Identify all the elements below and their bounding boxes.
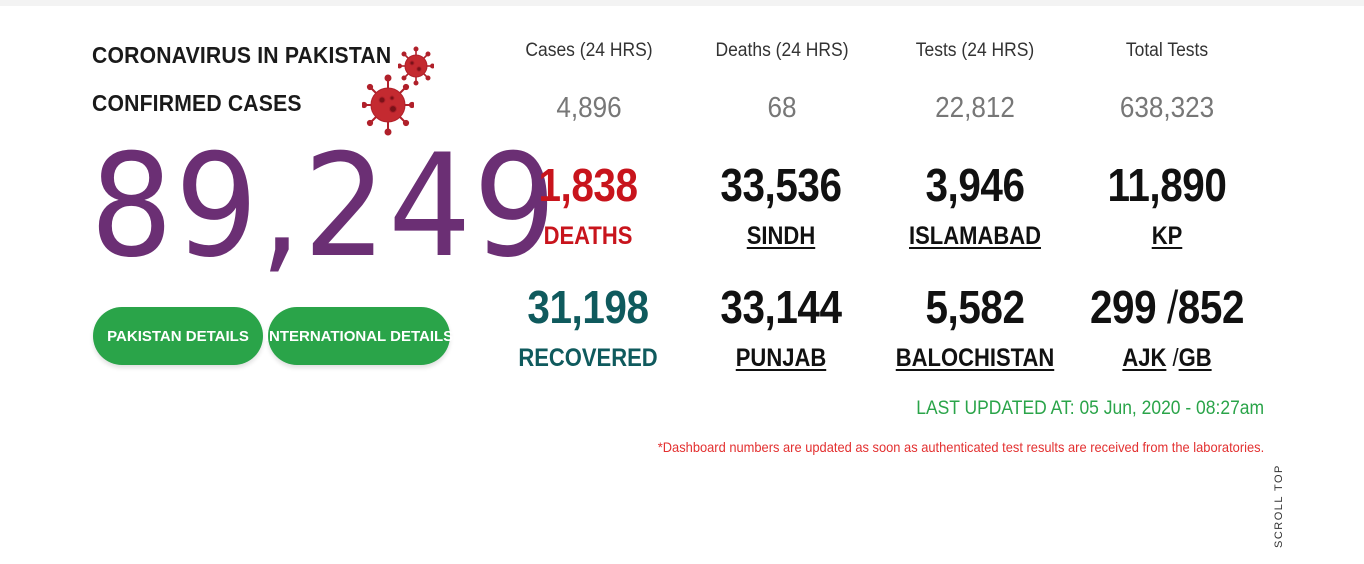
balochistan-value: 5,582 — [925, 281, 1025, 333]
recovered-value: 31,198 — [527, 281, 649, 333]
islamabad-value: 3,946 — [925, 159, 1025, 211]
international-details-button[interactable]: INTERNATIONAL DETAILS — [265, 307, 453, 365]
gb-value: 852 — [1177, 281, 1245, 333]
top-border — [0, 0, 1364, 6]
kp-value: 11,890 — [1107, 159, 1227, 211]
total-cases: 89,249 — [90, 124, 559, 289]
punjab-link[interactable]: PUNJAB — [735, 344, 827, 372]
total-tests-label: Total Tests — [1125, 40, 1209, 61]
daily-deaths-value: 68 — [767, 92, 797, 124]
ajk-gb-label-separator: / — [1172, 344, 1179, 372]
kp-link[interactable]: KP — [1151, 222, 1183, 250]
punjab-value: 33,144 — [720, 281, 842, 333]
daily-deaths-label: Deaths (24 HRS) — [715, 40, 849, 61]
islamabad-link[interactable]: ISLAMABAD — [909, 222, 1041, 250]
ajk-value: 299 — [1089, 281, 1157, 333]
virus-icon — [362, 74, 414, 136]
last-updated: LAST UPDATED AT: 05 Jun, 2020 - 08:27am — [916, 398, 1264, 419]
deaths-label: DEATHS — [543, 222, 633, 250]
daily-cases-label: Cases (24 HRS) — [525, 40, 653, 61]
page-title: CORONAVIRUS IN PAKISTAN — [92, 42, 392, 68]
deaths-value: 1,838 — [538, 159, 638, 211]
total-tests-value: 638,323 — [1119, 92, 1215, 124]
dashboard-note: *Dashboard numbers are updated as soon a… — [657, 439, 1264, 455]
page-subtitle: CONFIRMED CASES — [92, 90, 302, 116]
ajk-link[interactable]: AJK — [1122, 344, 1167, 372]
daily-tests-label: Tests (24 HRS) — [915, 40, 1035, 61]
sindh-link[interactable]: SINDH — [746, 222, 816, 250]
pakistan-details-button[interactable]: PAKISTAN DETAILS — [93, 307, 263, 365]
gb-link[interactable]: GB — [1178, 344, 1212, 372]
scroll-top-button[interactable]: SCROLL TOP — [1273, 464, 1285, 548]
daily-tests-value: 22,812 — [935, 92, 1015, 124]
balochistan-link[interactable]: BALOCHISTAN — [895, 344, 1055, 372]
sindh-value: 33,536 — [720, 159, 842, 211]
ajk-gb-separator: / — [1167, 281, 1178, 333]
daily-cases-value: 4,896 — [556, 92, 622, 124]
ajk-gb-value: 299 /852 — [1079, 280, 1255, 334]
virus-icon — [398, 46, 434, 86]
recovered-label: RECOVERED — [518, 344, 658, 372]
